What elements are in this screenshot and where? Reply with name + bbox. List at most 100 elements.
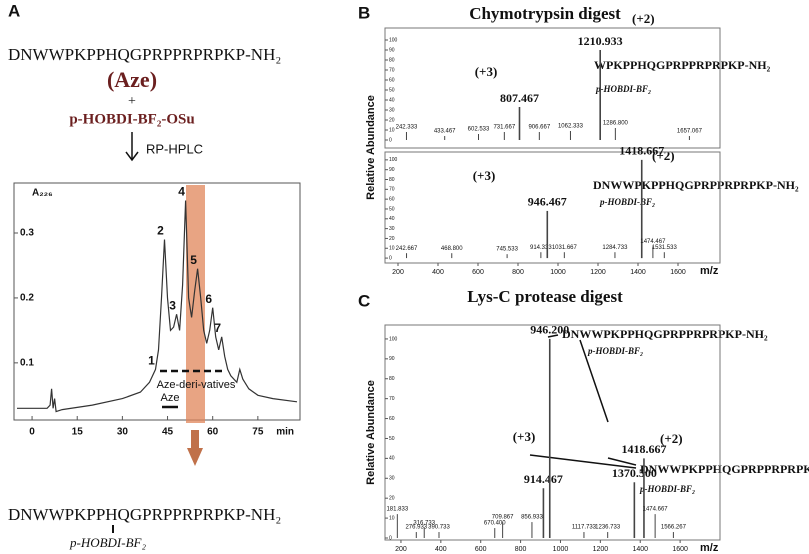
charge: (+3) xyxy=(473,168,496,183)
y-tick-label: 20 xyxy=(389,117,395,123)
y-tick-label: 80 xyxy=(389,177,395,183)
peak-label: 946.200 xyxy=(530,323,569,337)
peak-label: 242.333 xyxy=(396,125,418,131)
reagent: (Aze) xyxy=(107,67,157,92)
y-tick-label: 30 xyxy=(389,476,395,482)
y-tick-label: 10 xyxy=(389,515,395,521)
peak-label: 1210.933 xyxy=(578,34,623,48)
y-tick-label: 80 xyxy=(389,376,395,382)
y-tick-label: 30 xyxy=(389,107,395,113)
x-tick-label: 15 xyxy=(72,427,84,438)
peak-label: 731.667 xyxy=(493,125,515,131)
charge: (+3) xyxy=(475,64,498,79)
x-axis-label: min xyxy=(276,427,294,438)
peak-label: 602.533 xyxy=(468,127,490,133)
peptide: WPKPPHQGPRPPRPRPKP-NH₂ xyxy=(594,58,771,72)
x-axis-label: m/z xyxy=(700,265,719,277)
y-tick-label: 10 xyxy=(389,127,395,133)
connector xyxy=(579,339,609,423)
y-tick-label: 60 xyxy=(389,77,395,83)
panel-title: Chymotrypsin digest xyxy=(469,4,621,23)
connector xyxy=(607,457,637,466)
connectors xyxy=(529,334,637,469)
x-tick-label: 400 xyxy=(432,269,444,276)
plus: + xyxy=(128,94,136,109)
y-tick-label: 100 xyxy=(389,336,398,342)
y-tick-label: 100 xyxy=(389,157,398,163)
peak-label: 390.733 xyxy=(428,525,450,531)
y-tick-label: 50 xyxy=(389,87,395,93)
charge: (+3) xyxy=(513,429,536,444)
peak-label: 1 xyxy=(148,354,155,368)
y-axis-label: Relative Abundance xyxy=(365,380,377,485)
x-tick-label: 1600 xyxy=(670,269,686,276)
y-tick-label: 30 xyxy=(389,226,395,232)
x-tick-label: 1400 xyxy=(632,546,648,553)
annotation: Aze xyxy=(161,392,180,404)
x-tick-label: 200 xyxy=(395,546,407,553)
peak-label: 914.333 xyxy=(530,245,552,251)
y-tick-label: 0.3 xyxy=(20,228,34,239)
y-tick-label: 40 xyxy=(389,456,395,462)
peak-label: 1117.733 xyxy=(572,525,597,531)
peak-label: 1418.667 xyxy=(621,442,666,456)
peak-label: 914.467 xyxy=(524,472,563,486)
peak-label: 1418.667 xyxy=(619,144,664,158)
y-tick-label: 70 xyxy=(389,67,395,73)
peak-label: 6 xyxy=(205,292,212,306)
peptide: DNWWPKPPHQGPRPPRPRPKP-NH₂ xyxy=(562,327,768,341)
y-tick-label: 0 xyxy=(389,535,392,541)
y-tick-label: 50 xyxy=(389,436,395,442)
method: RP-HPLC xyxy=(146,141,203,156)
y-tick-label: 0 xyxy=(389,137,392,143)
peak-label: 946.467 xyxy=(528,195,567,209)
peak-label: 1031.667 xyxy=(552,245,578,251)
x-tick-label: 75 xyxy=(252,427,264,438)
fraction-band xyxy=(186,185,205,423)
plot-frame xyxy=(384,151,721,264)
y-tick-label: 10 xyxy=(389,246,395,252)
y-tick-label: 0 xyxy=(389,255,392,261)
product: DNWWPKPPHQGPRPPRPRPKP-NH₂ xyxy=(8,505,281,524)
x-tick-label: 600 xyxy=(472,269,484,276)
peak-label: 709.867 xyxy=(492,515,514,521)
x-tick-label: 200 xyxy=(392,269,404,276)
x-tick-label: 800 xyxy=(512,269,524,276)
peak-label: 807.467 xyxy=(500,91,539,105)
modification: p-HOBDI-BF₂ xyxy=(595,84,651,94)
arrow-head xyxy=(125,151,139,162)
peak-label: 5 xyxy=(190,253,197,267)
x-tick-label: 800 xyxy=(515,546,527,553)
y-tick-label: 0.2 xyxy=(20,293,34,304)
x-tick-label: 1200 xyxy=(590,269,606,276)
sequence: DNWWPKPPHQGPRPPRPRPKP-NH₂ xyxy=(8,45,281,64)
connector xyxy=(529,454,637,469)
y-tick-label: 90 xyxy=(389,356,395,362)
peak-label: 1370.500 xyxy=(612,466,657,480)
charge: (+2) xyxy=(660,431,683,446)
y-tick-label: 60 xyxy=(389,196,395,202)
connector xyxy=(547,334,559,338)
peak-label: 1236.733 xyxy=(595,525,621,531)
x-tick-label: 1200 xyxy=(593,546,609,553)
y-axis-label: A₂₂₆ xyxy=(32,188,53,199)
peptide: DNWWPKPPHQGPRPPRPRPK xyxy=(640,462,809,476)
peak-label: 3 xyxy=(169,298,176,312)
trace xyxy=(17,200,298,413)
peak-label: 433.467 xyxy=(434,129,456,135)
plot-frame xyxy=(384,324,721,541)
peak-label: 906.667 xyxy=(528,125,550,131)
peak-label: 856.933 xyxy=(521,515,543,521)
peak-label: 276.933 xyxy=(405,525,427,531)
x-tick-label: 400 xyxy=(435,546,447,553)
peak-label: 1474.467 xyxy=(640,239,666,245)
peak-label: 670.400 xyxy=(484,521,506,527)
modification: p-HOBDI-BF₂ xyxy=(639,484,695,494)
peak-label: 1566.267 xyxy=(661,525,687,531)
y-tick-label: 90 xyxy=(389,167,395,173)
plot-frame xyxy=(13,182,301,421)
peak-label: 1474.667 xyxy=(643,507,669,513)
peak-label: 1062.333 xyxy=(558,124,584,130)
y-tick-label: 80 xyxy=(389,57,395,63)
y-tick-label: 0.1 xyxy=(20,358,34,369)
